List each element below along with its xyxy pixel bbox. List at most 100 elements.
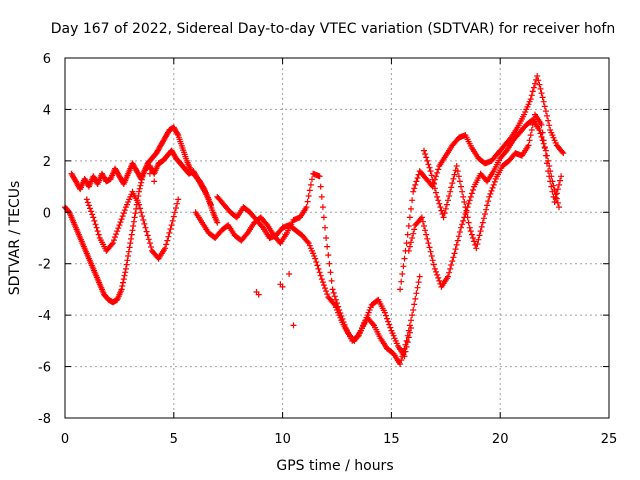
x-tick-label: 5: [170, 432, 178, 447]
data-point: [426, 244, 433, 251]
data-point: [398, 357, 405, 364]
data-point: [434, 193, 441, 200]
data-point: [164, 237, 171, 244]
data-point: [317, 183, 324, 190]
data-point: [529, 121, 536, 128]
data-point: [409, 197, 416, 204]
data-point: [88, 208, 95, 215]
data-point: [131, 214, 138, 221]
data-point: [387, 324, 394, 331]
data-point: [430, 261, 437, 268]
data-point: [412, 181, 419, 188]
data-point: [440, 214, 447, 221]
data-point: [148, 244, 154, 250]
data-point: [425, 240, 432, 247]
data-point: [207, 201, 214, 208]
y-axis-label: SDTVAR / TECUs: [7, 181, 23, 296]
data-point: [532, 80, 538, 87]
data-point: [324, 291, 331, 298]
data-point: [536, 127, 543, 133]
data-point: [483, 206, 490, 213]
data-point: [544, 160, 550, 167]
data-point: [429, 257, 436, 264]
data-point: [385, 318, 392, 325]
data-point: [538, 121, 545, 128]
data-point: [330, 289, 337, 296]
data-point: [119, 283, 126, 289]
data-point: [413, 178, 420, 185]
data-point: [401, 345, 408, 352]
data-point: [450, 254, 457, 261]
data-point: [307, 181, 314, 188]
data-point: [137, 205, 144, 212]
data-point: [539, 129, 546, 136]
data-point: [125, 248, 132, 255]
data-point: [325, 252, 332, 259]
data-point: [486, 193, 493, 200]
data-point: [540, 98, 547, 105]
data-point: [315, 265, 322, 272]
data-point: [559, 148, 566, 155]
data-point: [398, 278, 405, 285]
data-point: [404, 332, 411, 339]
data-point: [541, 145, 548, 151]
data-point: [318, 276, 325, 283]
data-point: [410, 188, 417, 195]
data-point: [290, 322, 297, 329]
data-point: [449, 258, 456, 265]
data-point: [453, 163, 460, 169]
data-point: [468, 231, 475, 238]
data-point: [448, 262, 455, 268]
data-point: [529, 88, 536, 95]
data-point: [92, 221, 99, 228]
chart-title: Day 167 of 2022, Sidereal Day-to-day VTE…: [51, 21, 615, 37]
data-point: [422, 227, 429, 234]
data-point: [461, 199, 468, 205]
data-point: [442, 205, 449, 212]
data-point: [420, 218, 426, 225]
data-point: [464, 214, 471, 221]
data-point: [115, 225, 122, 232]
data-point: [534, 73, 541, 79]
y-tick-label: 0: [43, 206, 51, 221]
data-point: [426, 164, 433, 171]
data-point: [406, 214, 413, 221]
data-point: [447, 265, 454, 272]
data-point: [427, 248, 434, 255]
data-point: [560, 150, 567, 157]
data-point: [459, 221, 466, 228]
data-point: [169, 217, 176, 224]
data-point: [477, 228, 484, 235]
data-point: [174, 200, 181, 207]
data-point: [324, 243, 331, 250]
data-point: [479, 219, 486, 226]
data-point: [447, 188, 454, 195]
data-point: [556, 204, 562, 211]
data-point: [312, 255, 319, 262]
data-point: [175, 196, 182, 203]
data-point: [451, 250, 458, 257]
data-point: [526, 137, 533, 144]
data-point: [119, 213, 126, 220]
data-point: [118, 216, 125, 223]
data-point: [328, 277, 335, 284]
data-point: [484, 202, 491, 209]
data-point: [476, 232, 483, 239]
data-point: [482, 211, 488, 217]
data-point: [436, 277, 443, 284]
data-point: [304, 238, 311, 245]
data-point: [318, 193, 325, 200]
data-point: [435, 274, 442, 281]
data-point: [323, 235, 330, 241]
data-point: [489, 184, 496, 191]
data-point: [303, 204, 310, 211]
data-point: [138, 209, 145, 216]
data-point: [428, 172, 435, 179]
data-point: [163, 241, 170, 248]
data-point: [433, 189, 439, 196]
data-point: [541, 103, 548, 110]
x-axis-label: GPS time / hours: [276, 458, 393, 474]
plot-frame: [64, 57, 610, 419]
data-point: [434, 271, 441, 278]
data-point: [554, 199, 561, 206]
